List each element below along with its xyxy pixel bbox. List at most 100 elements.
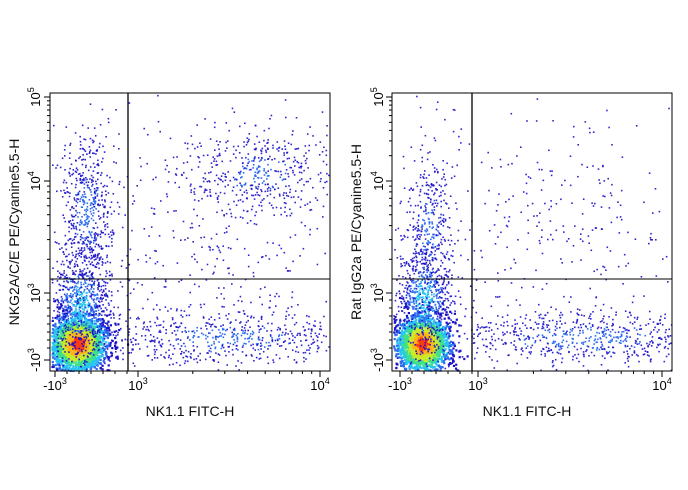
event-dot	[72, 295, 74, 298]
event-dot	[231, 349, 234, 351]
event-dot	[145, 261, 148, 263]
event-dot	[74, 328, 77, 331]
event-dot	[77, 332, 80, 335]
event-dot	[148, 329, 150, 332]
event-dot	[159, 344, 162, 346]
event-dot	[101, 350, 104, 354]
event-dot	[51, 328, 55, 331]
event-dot	[65, 299, 67, 302]
event-dot	[211, 329, 214, 332]
event-dot	[233, 200, 235, 203]
event-dot	[80, 357, 83, 360]
event-dot	[199, 352, 201, 355]
event-dot	[180, 353, 182, 355]
event-dot	[297, 351, 300, 353]
event-dot	[52, 317, 54, 319]
event-dot	[267, 170, 269, 172]
event-dot	[75, 270, 77, 272]
event-dot	[72, 271, 75, 274]
event-dot	[236, 238, 239, 241]
event-dot	[67, 304, 69, 306]
event-dot	[175, 339, 178, 341]
event-dot	[79, 181, 82, 184]
event-dot	[75, 351, 78, 354]
event-dot	[218, 313, 220, 315]
event-dot	[86, 209, 89, 211]
event-dot	[186, 142, 189, 145]
event-dot	[110, 354, 113, 357]
event-dot	[263, 129, 266, 132]
event-dot	[231, 283, 233, 285]
event-dot	[77, 350, 80, 354]
event-dot	[64, 169, 66, 171]
event-dot	[83, 200, 86, 202]
event-dot	[312, 338, 315, 341]
event-dot	[103, 206, 105, 208]
event-dot	[81, 325, 84, 328]
event-dot	[54, 349, 57, 353]
event-dot	[89, 243, 91, 245]
event-dot	[100, 307, 102, 310]
event-dot	[227, 140, 229, 142]
event-dot	[227, 203, 230, 206]
event-dot	[93, 284, 95, 286]
event-dot	[78, 338, 81, 341]
event-dot	[207, 341, 209, 344]
event-dot	[287, 333, 289, 335]
event-dot	[79, 365, 82, 368]
event-dot	[110, 351, 113, 354]
event-dot	[119, 349, 122, 352]
event-dot	[258, 358, 261, 360]
event-dot	[190, 183, 192, 186]
event-dot	[267, 158, 270, 160]
event-dot	[257, 170, 260, 173]
event-dot	[309, 201, 311, 203]
event-dot	[276, 254, 278, 257]
event-dot	[326, 180, 328, 183]
event-dot	[86, 299, 89, 302]
event-dot	[81, 272, 83, 274]
event-dot	[212, 273, 214, 275]
event-dot	[225, 314, 227, 317]
event-dot	[172, 353, 174, 355]
event-dot	[239, 189, 242, 191]
event-dot	[86, 327, 88, 330]
event-dot	[90, 348, 93, 351]
event-dot	[52, 343, 55, 346]
event-dot	[176, 156, 178, 158]
event-dot	[285, 202, 287, 205]
event-dot	[300, 190, 303, 192]
event-dot	[289, 188, 292, 191]
event-dot	[278, 147, 280, 149]
event-dot	[325, 300, 327, 303]
event-dot	[102, 339, 105, 342]
event-dot	[64, 286, 67, 289]
event-dot	[57, 350, 60, 353]
event-dot	[130, 341, 133, 344]
event-dot	[201, 197, 203, 200]
event-dot	[287, 195, 290, 197]
event-dot	[85, 329, 88, 332]
event-dot	[84, 304, 86, 306]
event-dot	[89, 251, 91, 254]
event-dot	[265, 149, 267, 152]
event-dot	[75, 167, 78, 169]
event-dot	[223, 192, 226, 195]
event-dot	[83, 148, 86, 151]
event-dot	[93, 320, 96, 323]
event-dot	[244, 329, 247, 332]
event-dot	[247, 319, 249, 322]
event-dot	[79, 198, 82, 200]
event-dot	[77, 360, 81, 363]
event-dot	[266, 241, 269, 244]
event-dot	[91, 261, 93, 264]
event-dot	[269, 155, 271, 158]
event-dot	[63, 272, 65, 274]
event-dot	[102, 216, 105, 218]
event-dot	[233, 327, 236, 330]
event-dot	[76, 201, 79, 204]
event-dot	[191, 255, 193, 258]
event-dot	[93, 304, 96, 306]
event-dot	[97, 336, 100, 339]
event-dot	[95, 183, 98, 185]
